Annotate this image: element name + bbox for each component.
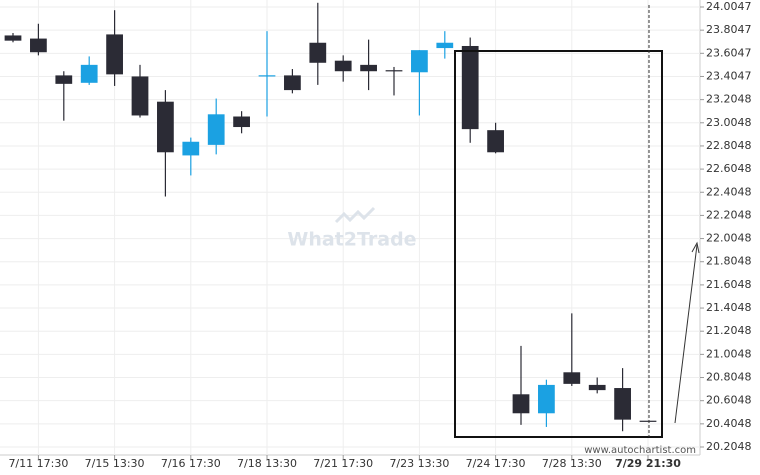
x-tick-label: 7/29 21:30 [615,457,681,470]
candle-body [106,34,123,75]
candle-body [411,50,428,73]
arrow-head [691,241,700,254]
candle-body [30,38,47,53]
candle-body [55,75,73,84]
candle-body [487,130,504,153]
y-tick-label: 21.8048 [706,255,752,268]
candle-body [80,64,98,83]
y-tick-label: 21.0048 [706,347,752,360]
y-tick-label: 20.6048 [706,394,752,407]
forecast-arrow [674,244,698,424]
candle-body [385,70,403,72]
y-tick-label: 20.8048 [706,371,752,384]
y-tick-label: 21.2048 [706,324,752,337]
y-tick-label: 23.2048 [706,93,752,106]
x-tick-label: 7/23 13:30 [389,457,449,470]
y-tick-label: 22.6048 [706,162,752,175]
source: www.autochartist.com [584,445,696,456]
x-tick-label: 7/21 17:30 [313,457,373,470]
candle-body [284,75,301,91]
candle-body [157,101,174,153]
candle-body [360,64,377,72]
candle-body [436,42,454,49]
candles [4,2,657,432]
y-tick-label: 21.6048 [706,278,752,291]
y-tick-label: 20.2048 [706,440,752,453]
y-tick-label: 22.2048 [706,208,752,221]
grid [0,0,704,459]
candle-body [639,420,657,422]
y-tick-label: 22.4048 [706,185,752,198]
y-tick-label: 23.6047 [706,46,752,59]
candle-body [258,75,276,77]
candle-body [538,384,555,414]
candle-body [512,394,530,414]
y-tick-label: 23.8047 [706,23,752,36]
x-tick-label: 7/28 13:30 [542,457,602,470]
candle-body [614,388,631,420]
candle-body [207,114,225,145]
y-tick-label: 23.4047 [706,69,752,82]
y-tick-label: 24.0047 [706,0,752,13]
pattern-box [454,50,663,438]
candle-body [131,76,149,116]
candle-body [588,384,606,391]
candle-body [461,45,479,130]
x-tick-label: 7/15 13:30 [85,457,145,470]
candle-body [309,42,327,63]
candle-body [233,116,250,128]
y-tick-label: 20.4048 [706,417,752,430]
y-tick-label: 22.0048 [706,232,752,245]
candle-body [563,372,581,384]
watermark-logo [334,206,376,224]
y-tick-label: 21.4048 [706,301,752,314]
y-tick-label: 23.0048 [706,116,752,129]
y-tick-label: 22.8048 [706,139,752,152]
candle-body [4,35,22,41]
watermark: What2Trade [287,229,416,251]
candle-body [334,60,352,72]
x-tick-label: 7/24 17:30 [466,457,526,470]
x-tick-label: 7/18 13:30 [237,457,297,470]
candle-body [182,141,200,156]
x-tick-label: 7/11 17:30 [8,457,68,470]
x-tick-label: 7/16 17:30 [161,457,221,470]
